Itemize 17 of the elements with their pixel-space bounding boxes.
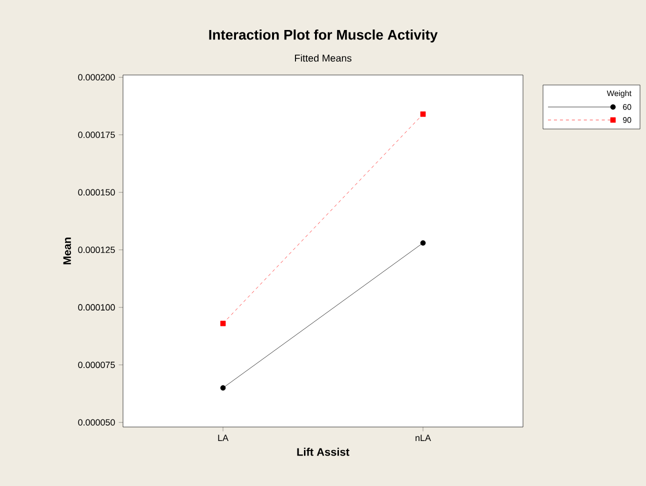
y-tick-label: 0.000200: [78, 74, 115, 80]
point: [220, 320, 226, 326]
y-tick-label: 0.000150: [78, 189, 115, 196]
x-axis-title: Lift Assist: [297, 448, 350, 456]
chart-title: Interaction Plot for Muscle Activity: [209, 29, 438, 42]
x-tick-label: nLA: [416, 434, 431, 441]
x-tick-label: LA: [218, 434, 228, 441]
y-tick-label: 0.000075: [78, 362, 115, 368]
point: [420, 111, 426, 117]
chart-subtitle: Fitted Means: [295, 54, 352, 62]
point: [220, 385, 226, 391]
point: [420, 240, 426, 246]
y-axis-title: Mean: [63, 238, 71, 264]
y-tick-label: 0.000100: [78, 304, 115, 311]
y-tick-label: 0.000175: [78, 132, 115, 138]
y-tick-label: 0.000050: [78, 419, 115, 426]
y-tick-label: 0.000125: [78, 246, 115, 254]
